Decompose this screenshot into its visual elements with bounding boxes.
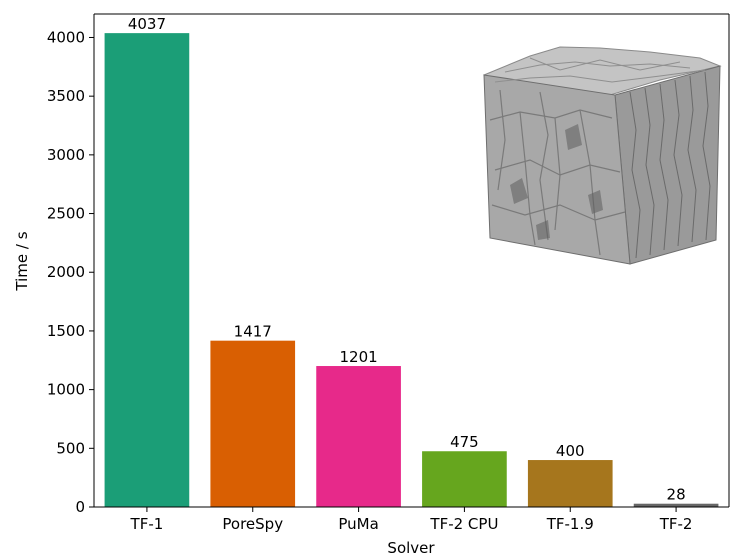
data-labels-group: 4037 1417 1201 475 400 28 [128,15,686,504]
data-label-3: 475 [450,433,479,451]
y-tick-label-8: 4000 [47,28,85,46]
x-tick-label-1: PoreSpy [222,515,283,533]
x-tick-label-5: TF-2 [659,515,693,533]
data-label-4: 400 [556,442,585,460]
bar-1 [210,340,296,507]
y-tick-label-3: 1500 [47,322,85,340]
data-label-0: 4037 [128,15,166,33]
y-tick-label-5: 2500 [47,205,85,223]
bar-5 [633,503,719,507]
y-tick-label-6: 3000 [47,146,85,164]
bar-2 [316,366,401,507]
bar-4 [527,460,613,507]
x-axis-title: Solver [387,539,435,557]
x-tick-label-2: PuMa [338,515,378,533]
y-tick-label-7: 3500 [47,87,85,105]
x-tick-label-3: TF-2 CPU [429,515,498,533]
data-label-2: 1201 [339,348,377,366]
x-axis-ticks: TF-1 PoreSpy PuMa TF-2 CPU TF-1.9 TF-2 [130,507,693,533]
data-label-1: 1417 [234,323,272,341]
porous-cube-inset-image [482,46,722,265]
bars-group [104,33,719,508]
y-axis-ticks: 0 500 1000 1500 2000 2500 3000 3500 4000 [47,28,94,516]
bar-0 [104,33,190,508]
bar-3 [422,451,507,507]
x-tick-label-4: TF-1.9 [546,515,594,533]
y-tick-label-1: 500 [56,439,85,457]
y-tick-label-4: 2000 [47,263,85,281]
y-tick-label-0: 0 [75,498,85,516]
data-label-5: 28 [667,486,686,504]
y-tick-label-2: 1000 [47,381,85,399]
x-tick-label-0: TF-1 [130,515,164,533]
y-axis-title: Time / s [13,231,31,291]
